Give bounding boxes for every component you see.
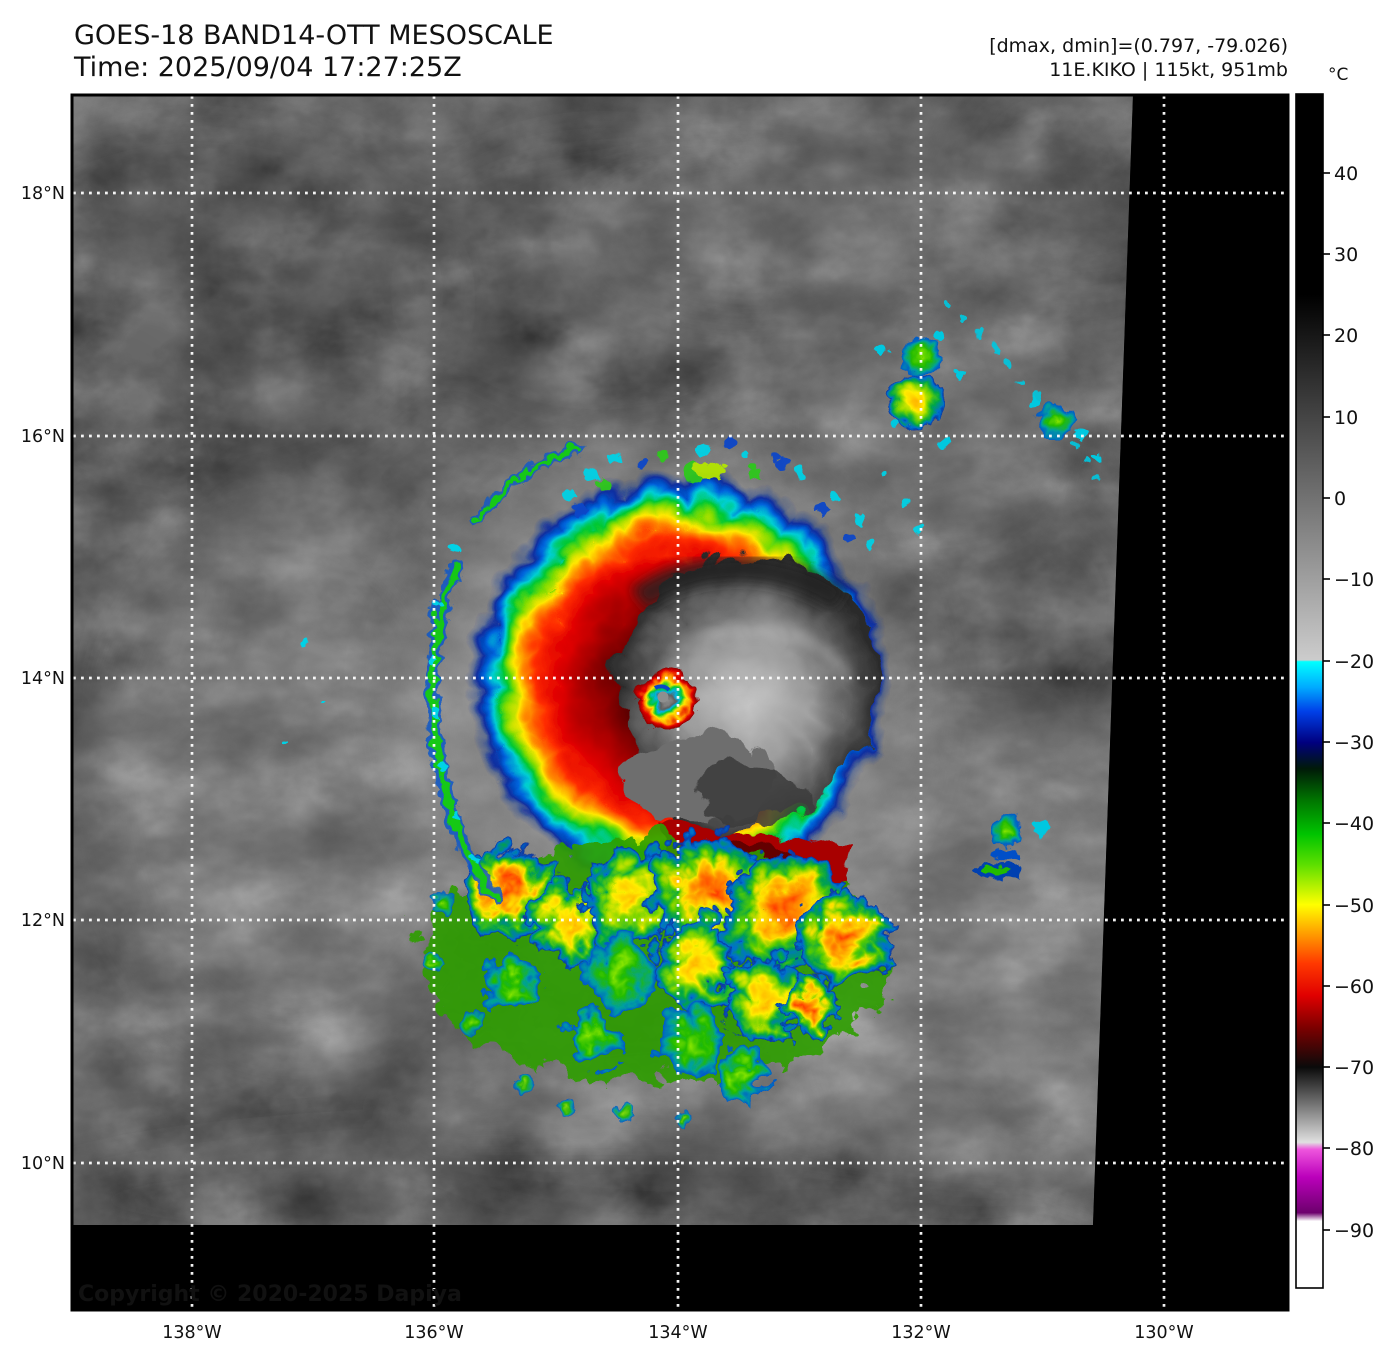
colorbar-tick: −50 (1334, 895, 1374, 917)
south-convection-cluster (410, 825, 883, 1123)
lat-label: 14°N (21, 669, 65, 689)
colorbar-tick: −30 (1334, 732, 1374, 754)
lon-label: 130°W (1134, 1323, 1193, 1343)
lat-label: 18°N (21, 184, 65, 204)
east-cells (971, 811, 1044, 875)
colorbar-tick: 20 (1334, 325, 1358, 347)
core-fringe-specks (561, 435, 919, 545)
lon-label: 134°W (648, 1323, 707, 1343)
colorbar-tickmarks (1323, 172, 1330, 1231)
colorbar-tick: −70 (1334, 1057, 1374, 1079)
map-border (70, 93, 1290, 1312)
satellite-map: Copyright © 2020-2025 Dapiya (70, 93, 1290, 1312)
colorbar-tick: 30 (1334, 244, 1358, 266)
no-data-right-wedge (1093, 95, 1288, 1225)
colorbar-tick: 40 (1334, 163, 1358, 185)
colorbar-strip (1295, 93, 1324, 1289)
warm-gray-lobe (606, 550, 872, 840)
timestamp: Time: 2025/09/04 17:27:25Z (73, 52, 462, 83)
lon-label: 132°W (891, 1323, 950, 1343)
storm-eye (633, 667, 693, 727)
northeast-cells (875, 325, 1096, 459)
west-rainband (277, 440, 580, 901)
colorbar-tick: 10 (1334, 407, 1358, 429)
colorbar-tick: −80 (1334, 1138, 1374, 1160)
storm-intensity-readout: 11E.KIKO | 115kt, 951mb (1049, 59, 1288, 81)
latlon-grid (73, 96, 1287, 1309)
lat-label: 10°N (21, 1154, 65, 1174)
longitude-labels: 138°W 136°W 134°W 132°W 130°W (162, 1323, 1193, 1343)
no-data-bottom-band (72, 1225, 1288, 1310)
hurricane-imagery (72, 95, 1133, 1225)
colorbar-tick: 0 (1334, 488, 1346, 510)
header: GOES-18 BAND14-OTT MESOSCALE Time: 2025/… (73, 20, 1288, 83)
colorbar-tick: −20 (1334, 651, 1374, 673)
colorbar-tick: −40 (1334, 813, 1374, 835)
colorbar-tick: −90 (1334, 1220, 1374, 1242)
colorbar-tick: −10 (1334, 569, 1374, 591)
colorbar-tick: −60 (1334, 976, 1374, 998)
colorbar-tick-labels: 40 30 20 10 0 −10 −20 −30 −40 −50 −60 −7… (1334, 163, 1374, 1242)
colorbar-unit: °C (1328, 65, 1348, 85)
axis-labels: 18°N 16°N 14°N 12°N 10°N 138°W 136°W 134… (21, 184, 1194, 1343)
colorbar: °C 40 30 20 10 0 −10 −20 −30 (1295, 65, 1374, 1289)
dmax-dmin-readout: [dmax, dmin]=(0.797, -79.026) (989, 35, 1288, 57)
lat-label: 12°N (21, 911, 65, 931)
copyright-watermark: Copyright © 2020-2025 Dapiya (78, 1282, 462, 1307)
lon-label: 136°W (404, 1323, 463, 1343)
lon-label: 138°W (162, 1323, 221, 1343)
page-title: GOES-18 BAND14-OTT MESOSCALE (74, 20, 554, 51)
latitude-labels: 18°N 16°N 14°N 12°N 10°N (21, 184, 65, 1174)
lat-label: 16°N (21, 427, 65, 447)
